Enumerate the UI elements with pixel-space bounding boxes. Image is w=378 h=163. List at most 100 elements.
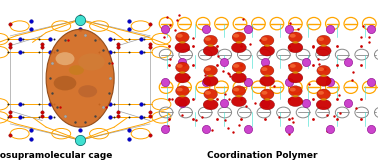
Point [115,46,121,49]
Point [111,38,117,40]
Point [190,64,196,67]
Point [36,51,42,53]
Point [47,116,53,119]
Ellipse shape [264,98,270,101]
Point [202,74,208,76]
Point [17,103,23,106]
Point [262,64,268,67]
Point [166,58,172,61]
Point [243,104,249,107]
Text: Metallosupramolecular cage: Metallosupramolecular cage [0,151,112,160]
Point [331,115,337,118]
Ellipse shape [290,64,296,68]
Point [62,39,68,41]
Point [366,40,372,43]
Point [39,46,45,49]
Point [100,105,106,108]
Point [169,97,175,100]
Point [215,55,221,57]
Point [240,18,246,21]
Point [96,38,102,40]
Point [111,116,117,119]
Point [324,76,330,79]
Point [324,129,330,132]
Ellipse shape [261,67,268,71]
Point [162,127,168,130]
Point [222,118,228,121]
Point [7,114,13,117]
Point [115,114,121,117]
Ellipse shape [260,46,275,56]
Point [214,64,220,67]
Ellipse shape [318,37,324,41]
Point [28,20,34,22]
Text: Coordination Polymer: Coordination Polymer [208,151,318,160]
Point [349,79,355,82]
Ellipse shape [175,86,189,96]
Point [165,125,171,128]
Point [107,38,113,40]
Point [141,38,147,40]
Point [353,107,359,110]
Point [164,15,170,18]
Ellipse shape [231,73,246,83]
Point [305,83,311,86]
Point [72,34,78,36]
Point [82,34,88,36]
Point [238,118,244,120]
Point [107,51,113,53]
Point [238,98,244,101]
Ellipse shape [260,35,274,46]
Point [147,23,153,26]
Ellipse shape [205,37,211,41]
Ellipse shape [289,62,302,73]
Point [62,115,68,118]
Point [51,38,57,40]
Point [105,62,112,65]
Point [47,51,53,53]
Point [179,101,185,104]
Point [327,127,333,130]
Point [162,80,168,83]
Point [289,117,295,120]
Ellipse shape [317,89,330,99]
Point [303,61,309,63]
Point [147,114,153,117]
Ellipse shape [264,75,270,77]
Point [286,98,292,101]
Ellipse shape [231,42,246,53]
Ellipse shape [292,41,299,44]
Point [62,115,68,118]
Point [20,116,26,119]
Point [72,120,78,123]
Point [360,25,366,28]
Point [39,114,45,117]
Point [193,119,199,122]
Point [77,137,83,140]
Point [107,77,113,80]
Point [190,98,196,101]
Ellipse shape [46,29,114,127]
Point [286,64,292,67]
Point [82,120,88,123]
Point [47,38,53,40]
Ellipse shape [204,65,217,76]
Point [65,39,71,41]
Point [334,64,340,67]
Point [288,49,294,52]
Point [20,38,26,40]
Ellipse shape [179,41,186,44]
Point [238,44,244,47]
Ellipse shape [175,73,190,83]
Point [166,64,172,67]
Point [220,70,226,73]
Point [262,44,268,47]
Point [126,103,132,106]
Point [322,67,328,70]
Point [92,39,98,41]
Ellipse shape [261,37,268,41]
Ellipse shape [261,91,268,95]
Point [257,39,263,42]
Point [100,49,106,51]
Point [20,103,26,106]
